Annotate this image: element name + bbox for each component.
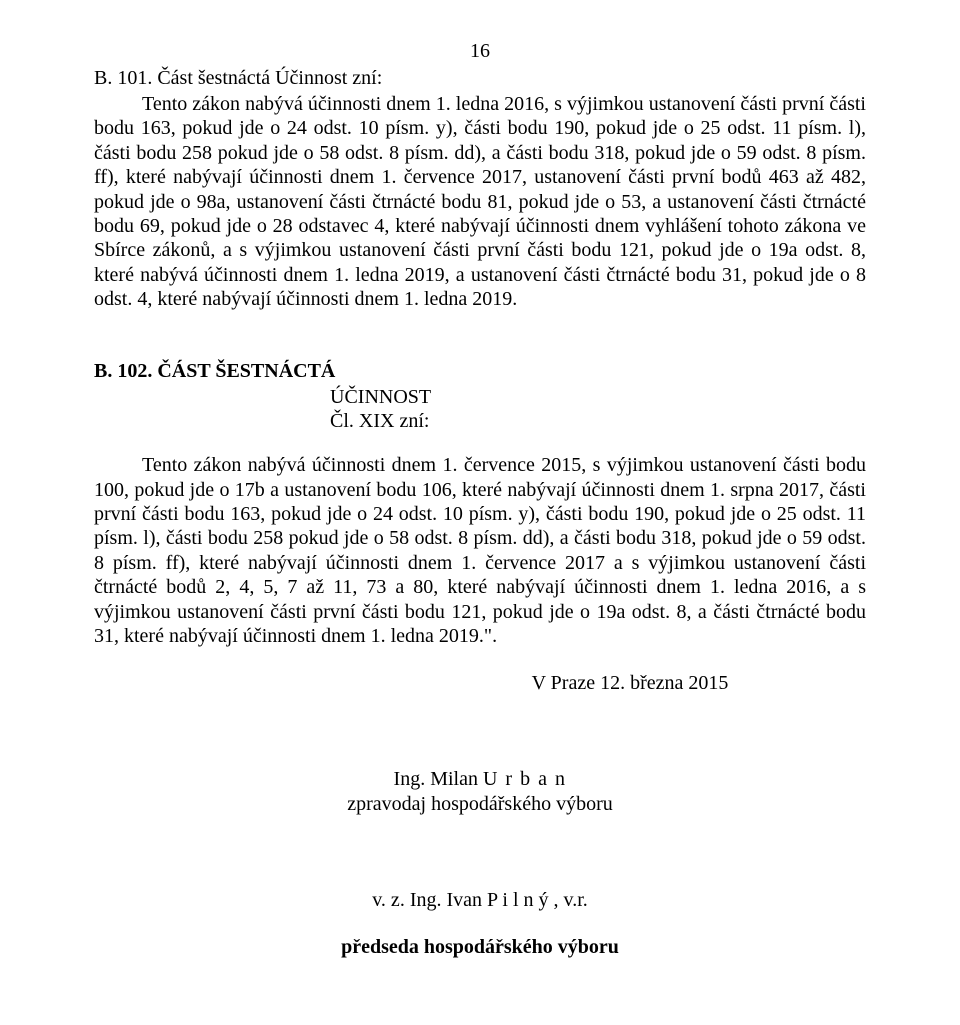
b101-header: B. 101. Část šestnáctá Účinnost zní:	[94, 67, 866, 90]
b101-body: Tento zákon nabývá účinnosti dnem 1. led…	[94, 92, 866, 312]
spacer	[94, 648, 866, 672]
b102-ucinnost-block: ÚČINNOST Čl. XIX zní:	[330, 385, 866, 434]
signature-1: Ing. Milan U r b a n zpravodaj hospodářs…	[94, 767, 866, 816]
page-number: 16	[94, 40, 866, 63]
document-page: 16 B. 101. Část šestnáctá Účinnost zní: …	[0, 0, 960, 1025]
spacer	[94, 816, 866, 888]
b102-body: Tento zákon nabývá účinnosti dnem 1. čer…	[94, 453, 866, 648]
footer-role: předseda hospodářského výboru	[94, 935, 866, 959]
sig1-role: zpravodaj hospodářského výboru	[94, 792, 866, 816]
sig1-surname: U r b a n	[483, 768, 566, 790]
date-line: V Praze 12. března 2015	[394, 672, 866, 695]
b102-line2: Čl. XIX zní:	[330, 409, 866, 433]
b102-line1: ÚČINNOST	[330, 385, 866, 409]
sig2-line: v. z. Ing. Ivan P i l n ý , v.r.	[372, 889, 588, 911]
spacer	[94, 312, 866, 360]
spacer	[94, 913, 866, 935]
spacer	[94, 433, 866, 453]
b102-header: B. 102. ČÁST ŠESTNÁCTÁ	[94, 360, 866, 383]
spacer	[94, 695, 866, 767]
sig1-prefix: Ing. Milan	[394, 768, 483, 790]
signature-2: v. z. Ing. Ivan P i l n ý , v.r.	[94, 888, 866, 912]
